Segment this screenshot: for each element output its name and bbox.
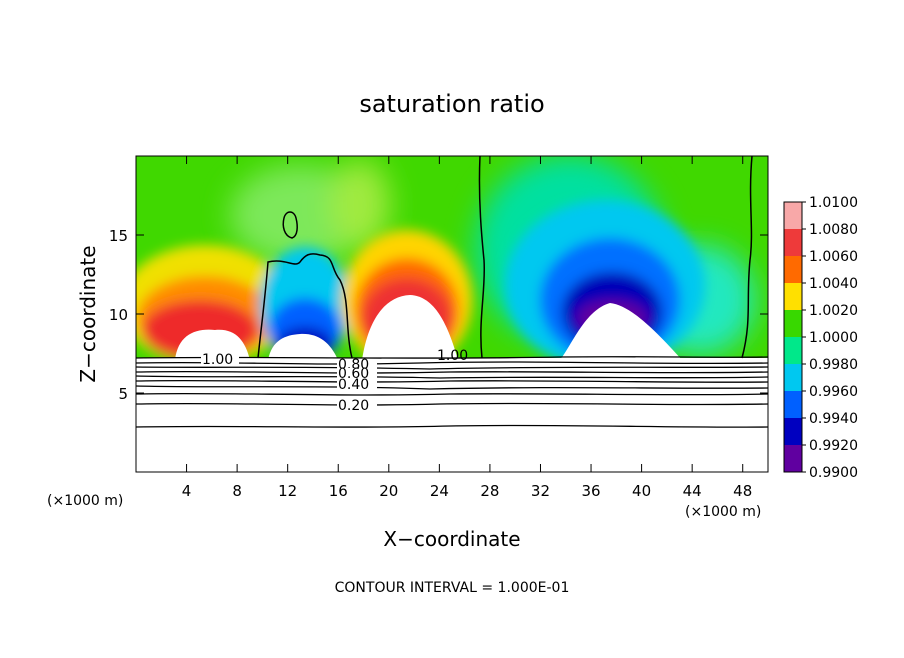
contour-0-60 — [136, 375, 768, 379]
contour-label-1-00-left: 1.00 — [202, 352, 233, 368]
x-tick-label: 40 — [632, 482, 651, 500]
colorbar-label: 0.9900 — [809, 465, 858, 481]
contour-saturation-outlines — [257, 156, 753, 359]
colorbar: 1.0100 1.0080 1.0060 1.0040 1.0020 1.0000 0.99… — [783, 195, 858, 481]
x-tick-label: 8 — [232, 482, 242, 500]
colorbar-label: 1.0100 — [809, 195, 858, 211]
x-tick-label: 4 — [182, 482, 192, 500]
y-tick-label: 5 — [118, 385, 128, 403]
x-tick-label: 28 — [480, 482, 499, 500]
colorbar-swatch — [784, 202, 802, 229]
contour-labels: 1.00 1.00 0.80 0.60 0.40 0.20 — [201, 348, 468, 414]
contour-outline-islet — [282, 211, 298, 239]
colorbar-swatch — [784, 256, 802, 283]
masked-dome-center — [362, 295, 458, 360]
masked-dome-right — [560, 303, 682, 360]
y-tick-label: 10 — [109, 306, 128, 324]
colorbar-swatch — [784, 445, 802, 472]
contour-0-20 — [136, 402, 768, 406]
colorbar-swatch — [784, 418, 802, 445]
contour-outline-right-cell — [478, 156, 486, 359]
colorbar-label: 0.9960 — [809, 384, 858, 400]
x-tick-label: 24 — [430, 482, 449, 500]
x-tick-label: 48 — [733, 482, 752, 500]
plot-area: 1.00 1.00 0.80 0.60 0.40 0.20 — [136, 156, 768, 472]
lower-layer — [136, 358, 768, 472]
x-tick-label: 36 — [581, 482, 600, 500]
contour-label-0-20: 0.20 — [338, 398, 369, 414]
colorbar-swatch — [784, 391, 802, 418]
x-right-unit-label: (×1000 m) — [685, 504, 761, 520]
x-tick-label: 44 — [683, 482, 702, 500]
x-tick-label: 32 — [531, 482, 550, 500]
colorbar-label: 1.0080 — [809, 222, 858, 238]
colorbar-label: 0.9940 — [809, 411, 858, 427]
contour-0-10 — [136, 424, 768, 428]
y-axis-title: Z−coordinate — [76, 245, 100, 382]
contour-outline-edge — [741, 156, 753, 359]
colorbar-swatch — [784, 337, 802, 364]
contour-0-70 — [136, 370, 768, 374]
colorbar-label: 1.0040 — [809, 276, 858, 292]
colorbar-label: 1.0000 — [809, 330, 858, 346]
colorbar-label: 1.0020 — [809, 303, 858, 319]
masked-dome-middle — [268, 333, 338, 360]
colorbar-label: 0.9920 — [809, 438, 858, 454]
x-axis-title: X−coordinate — [383, 527, 520, 551]
colorbar-swatch — [784, 283, 802, 310]
contour-label-1-00-right: 1.00 — [437, 348, 468, 364]
field-light-green-patch — [330, 160, 390, 250]
contour-label-0-40: 0.40 — [338, 377, 369, 393]
colorbar-swatch — [784, 310, 802, 337]
x-left-unit-label: (×1000 m) — [47, 493, 123, 509]
contour-0-30 — [136, 392, 768, 396]
contour-interval-note: CONTOUR INTERVAL = 1.000E-01 — [335, 580, 570, 596]
chart-title: saturation ratio — [359, 90, 544, 118]
colorbar-swatch — [784, 229, 802, 256]
contour-0-40 — [136, 385, 768, 390]
saturation-field — [136, 156, 768, 370]
contour-0-50 — [136, 379, 768, 383]
contour-0-80 — [136, 366, 768, 370]
x-tick-label: 12 — [278, 482, 297, 500]
x-axis-ticks: 4 8 12 16 20 24 28 32 36 40 44 48 — [182, 156, 752, 500]
x-tick-label: 20 — [379, 482, 398, 500]
y-tick-label: 15 — [109, 227, 128, 245]
contour-outline-middle-cell — [257, 253, 353, 359]
x-tick-label: 16 — [329, 482, 348, 500]
colorbar-label: 0.9980 — [809, 357, 858, 373]
y-axis-ticks: 5 10 15 — [109, 227, 768, 403]
colorbar-label: 1.0060 — [809, 249, 858, 265]
colorbar-swatch — [784, 364, 802, 391]
